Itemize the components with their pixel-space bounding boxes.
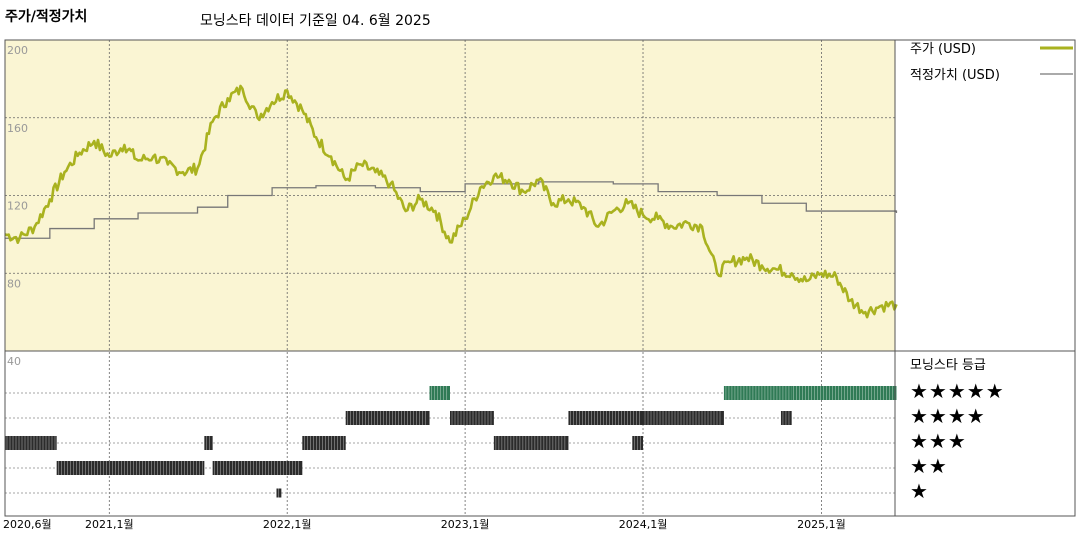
rating-bar-fill xyxy=(429,386,450,400)
y-tick-label: 80 xyxy=(7,277,21,290)
y-tick-label: 120 xyxy=(7,200,28,213)
rating-bar-4-star xyxy=(643,411,724,425)
rating-bar-3-star xyxy=(302,436,346,450)
chart-frame xyxy=(4,39,1076,517)
x-tick-label: 2025,1월 xyxy=(797,518,846,531)
rating-bar-fill xyxy=(212,461,303,475)
price-line xyxy=(4,84,898,319)
rating-bar-2-star xyxy=(212,461,303,475)
rating-bar-4-star xyxy=(568,411,644,425)
one-star-label: ★ xyxy=(910,479,929,503)
legend-fair-value-label: 적정가치 (USD) xyxy=(910,68,1000,83)
rating-bar-4-star xyxy=(780,411,792,425)
rating-bar-5-star xyxy=(429,386,450,400)
x-tick-label: 2023,1월 xyxy=(441,518,490,531)
x-tick-label: 2022,1월 xyxy=(263,518,312,531)
two-star-label: ★★ xyxy=(910,454,948,478)
four-star-label: ★★★★ xyxy=(910,404,986,428)
rating-bar-1-star xyxy=(276,488,282,498)
legend-price-label: 주가 (USD) xyxy=(910,42,976,57)
rating-bar-5-star xyxy=(723,386,792,400)
y-tick-label: 40 xyxy=(7,355,21,368)
rating-bar-3-star xyxy=(5,436,57,450)
rating-bar-3-star xyxy=(493,436,569,450)
rating-bar-4-star xyxy=(345,411,430,425)
rating-bar-fill xyxy=(780,411,792,425)
x-tick-label: 2020,6월 xyxy=(3,518,52,531)
rating-bar-fill xyxy=(632,436,644,450)
y-tick-label: 200 xyxy=(7,44,28,57)
x-tick-label: 2024,1월 xyxy=(619,518,668,531)
rating-bar-fill xyxy=(302,436,346,450)
rating-bar-3-star xyxy=(204,436,213,450)
x-tick-label: 2021,1월 xyxy=(85,518,134,531)
rating-bar-fill xyxy=(723,386,792,400)
five-star-label: ★★★★★ xyxy=(910,379,1005,403)
y-tick-label: 160 xyxy=(7,122,28,135)
data-date-subtitle: 모닝스타 데이터 기준일 04. 6월 2025 xyxy=(200,13,431,29)
rating-bar-3-star xyxy=(632,436,644,450)
rating-bar-2-star xyxy=(56,461,205,475)
rating-bar-5-star xyxy=(791,386,897,400)
chart-title: 주가/적정가치 xyxy=(5,9,88,25)
fair-value-line xyxy=(5,181,898,239)
rating-bar-fill xyxy=(345,411,430,425)
rating-bar-4-star xyxy=(450,411,494,425)
rating-bar-fill xyxy=(450,411,494,425)
rating-bar-fill xyxy=(204,436,213,450)
rating-legend-title: 모닝스타 등급 xyxy=(910,358,986,373)
rating-bar-fill xyxy=(643,411,724,425)
three-star-label: ★★★ xyxy=(910,429,967,453)
rating-bar-fill xyxy=(276,488,282,498)
